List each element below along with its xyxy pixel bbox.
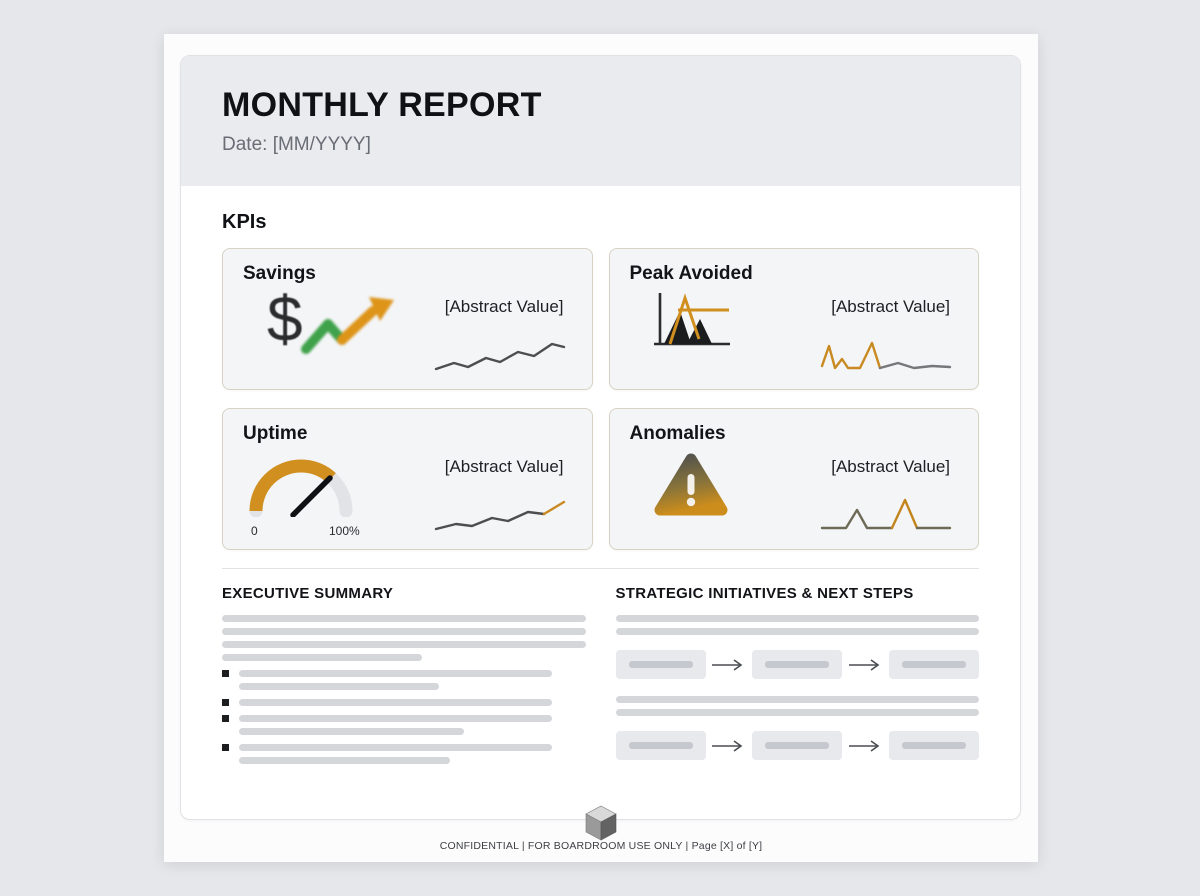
kpi-label: Uptime <box>243 423 308 444</box>
peak-sparkline-icon <box>820 341 952 370</box>
flow-step-box <box>889 650 979 679</box>
initiative-flow-row <box>615 731 979 760</box>
gauge-icon <box>249 459 353 517</box>
placeholder-line <box>615 696 979 703</box>
placeholder-line <box>222 654 422 661</box>
kpi-card-anomalies: Anomalies [Abstract Va <box>608 408 979 550</box>
placeholder-line <box>615 615 979 622</box>
flow-step-box <box>615 650 706 679</box>
uptime-sparkline-icon <box>434 500 565 531</box>
placeholder-line <box>239 699 552 706</box>
bullet-item <box>222 715 586 722</box>
flow-step-box <box>889 731 979 760</box>
report-date: Date: [MM/YYYY] <box>222 134 371 155</box>
placeholder-line <box>222 641 586 648</box>
placeholder-line <box>902 661 966 668</box>
placeholder-line <box>239 744 552 751</box>
kpi-value: [Abstract Value] <box>444 457 564 476</box>
placeholder-line <box>222 615 586 622</box>
kpi-value: [Abstract Value] <box>444 297 564 316</box>
savings-icon: $ <box>267 283 397 363</box>
warning-triangle-icon <box>654 453 727 516</box>
report-page: MONTHLY REPORT Date: [MM/YYYY] KPIs Savi… <box>164 34 1038 862</box>
report-header: MONTHLY REPORT Date: [MM/YYYY] <box>181 56 1020 186</box>
bullet-item <box>222 699 586 706</box>
flow-step-box <box>752 731 843 760</box>
strategic-initiatives-section: STRATEGIC INITIATIVES & NEXT STEPS <box>615 585 979 777</box>
bullet-icon <box>222 744 229 751</box>
savings-sparkline-icon <box>434 342 565 371</box>
right-arrow-icon <box>711 658 743 671</box>
placeholder-line <box>222 628 586 635</box>
bullet-icon <box>222 715 229 722</box>
initiative-flow-row <box>615 650 979 679</box>
flow-step-box <box>752 650 843 679</box>
bullet-item <box>222 744 586 751</box>
bottom-sections: EXECUTIVE SUMMARY <box>222 585 979 777</box>
kpi-section-title: KPIs <box>222 211 267 233</box>
bullet-icon <box>222 699 229 706</box>
kpi-grid: Savings $ [Abstract Value] <box>222 248 979 550</box>
dollar-icon: $ <box>267 283 303 355</box>
gauge-min-label: 0 <box>251 524 258 538</box>
placeholder-line <box>239 728 465 735</box>
placeholder-line <box>628 661 693 668</box>
placeholder-line <box>239 715 552 722</box>
strategic-initiatives-title: STRATEGIC INITIATIVES & NEXT STEPS <box>615 585 914 602</box>
company-logo-icon <box>583 803 619 848</box>
kpi-card-peak-avoided: Peak Avoided [Abstract Value] <box>608 248 979 390</box>
bullet-item <box>222 670 586 677</box>
placeholder-line <box>615 628 979 635</box>
placeholder-line <box>628 742 693 749</box>
flow-step-box <box>615 731 706 760</box>
right-arrow-icon <box>848 658 880 671</box>
section-divider <box>222 568 979 569</box>
placeholder-line <box>615 709 979 716</box>
report-body: KPIs Savings $ [Abstract Value] <box>181 211 1020 777</box>
placeholder-line <box>902 742 966 749</box>
peak-chart-icon <box>653 293 730 346</box>
placeholder-line <box>239 757 450 764</box>
placeholder-line <box>239 670 552 677</box>
right-arrow-icon <box>848 739 880 752</box>
placeholder-line <box>765 661 830 668</box>
right-arrow-icon <box>711 739 743 752</box>
placeholder-line <box>765 742 830 749</box>
kpi-label: Anomalies <box>629 423 726 444</box>
kpi-card-uptime: Uptime 0 100% [Abstract Value] <box>222 408 593 550</box>
kpi-value: [Abstract Value] <box>831 297 950 316</box>
placeholder-line <box>239 683 439 690</box>
gauge-max-label: 100% <box>329 524 360 538</box>
page-title: MONTHLY REPORT <box>222 86 542 124</box>
anomalies-sparkline-icon <box>820 498 952 530</box>
executive-summary-section: EXECUTIVE SUMMARY <box>222 585 586 777</box>
trend-up-arrow-icon <box>300 297 394 354</box>
kpi-label: Peak Avoided <box>629 263 753 284</box>
report-sheet: MONTHLY REPORT Date: [MM/YYYY] KPIs Savi… <box>180 55 1021 820</box>
footer-confidential-text: CONFIDENTIAL | FOR BOARDROOM USE ONLY | … <box>439 840 763 852</box>
executive-summary-title: EXECUTIVE SUMMARY <box>222 585 394 602</box>
kpi-value: [Abstract Value] <box>831 457 950 476</box>
bullet-icon <box>222 670 229 677</box>
kpi-card-savings: Savings $ [Abstract Value] <box>222 248 593 390</box>
kpi-label: Savings <box>243 263 316 284</box>
